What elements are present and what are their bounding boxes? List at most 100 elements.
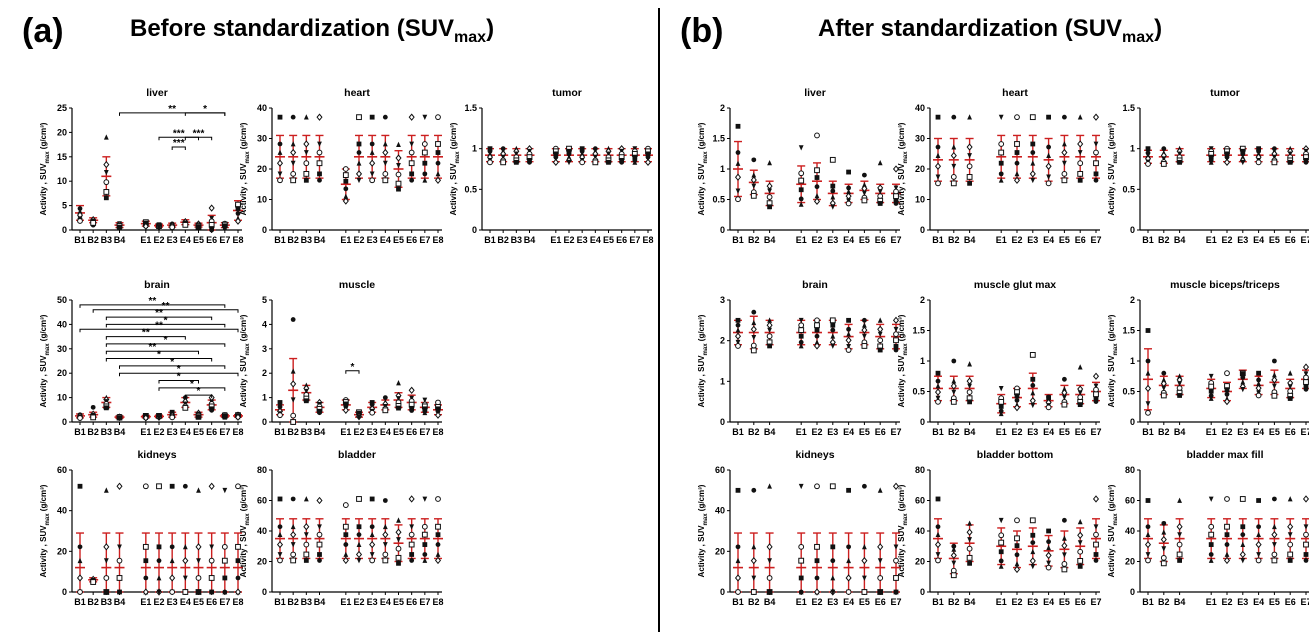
data-point-group [1253, 146, 1264, 166]
marker [1145, 557, 1151, 564]
marker [316, 149, 323, 156]
marker [998, 398, 1005, 405]
data-point-group [843, 169, 854, 207]
marker [935, 552, 941, 558]
marker [90, 220, 97, 226]
data-point-group [1174, 497, 1185, 563]
marker [814, 192, 820, 199]
x-tick-label: B2 [497, 235, 509, 245]
x-tick-label: B3 [511, 235, 523, 245]
marker [861, 589, 868, 595]
x-tick-label: E4 [180, 235, 191, 245]
marker [196, 558, 201, 564]
x-tick-label: B4 [764, 597, 776, 607]
x-tick-label: E2 [563, 235, 574, 245]
marker [1014, 141, 1020, 147]
marker [303, 398, 309, 404]
y-tick-label: 0.5 [912, 387, 925, 397]
subplot-title: muscle glut max [974, 279, 1056, 291]
marker [103, 405, 109, 411]
marker [156, 483, 162, 490]
marker [1303, 384, 1309, 390]
marker [1061, 170, 1068, 177]
marker [950, 180, 957, 187]
data-point-group [1091, 372, 1101, 404]
data-point-group [1285, 370, 1296, 401]
y-tick-label: 2 [262, 368, 267, 378]
significance-bracket: ** [119, 104, 226, 116]
marker [846, 317, 851, 323]
marker [751, 487, 757, 493]
marker [967, 114, 972, 120]
marker [290, 114, 296, 120]
marker [1077, 540, 1083, 546]
subplot-muscle-biceps-triceps: muscle biceps/triceps 0 0.5 1 1.5 2 Activity ,… [1107, 279, 1309, 437]
y-tick-label: 0 [1130, 417, 1135, 427]
marker [395, 545, 402, 552]
marker [1208, 523, 1215, 530]
x-tick-label: E4 [1043, 597, 1054, 607]
data-point-group [1301, 495, 1309, 563]
x-tick-label: E2 [811, 597, 822, 607]
bracket-line [184, 394, 213, 399]
marker [967, 361, 972, 367]
marker [1161, 146, 1167, 152]
x-tick-label: B2 [948, 427, 960, 437]
x-tick-label: E7 [1300, 597, 1309, 607]
marker [846, 557, 851, 564]
data-point-group [367, 114, 378, 184]
marker [182, 221, 189, 228]
marker [814, 322, 820, 329]
bracket-line [79, 328, 239, 333]
marker [1046, 560, 1051, 566]
data-point-group [796, 145, 807, 207]
marker [409, 177, 415, 183]
marker [606, 151, 611, 157]
marker [317, 171, 322, 177]
marker [222, 487, 228, 494]
marker [1287, 384, 1293, 390]
marker [1256, 531, 1261, 538]
x-tick-label: E5 [393, 427, 404, 437]
data-point-group [964, 114, 975, 186]
y-axis-label: Activity , SUVmax (g/cm³) [897, 484, 909, 577]
marker [435, 160, 441, 166]
data-point-group [1237, 145, 1248, 166]
marker [1160, 161, 1167, 167]
marker [1208, 542, 1214, 547]
x-tick-label: E6 [406, 235, 417, 245]
data-point-group [314, 113, 325, 183]
marker [1030, 532, 1036, 538]
marker [409, 171, 415, 177]
data-point-group [193, 220, 204, 230]
y-tick-label: 80 [915, 465, 925, 475]
x-tick-label: E7 [1090, 427, 1101, 437]
x-tick-label: E2 [1011, 597, 1022, 607]
marker [1093, 541, 1099, 548]
data-point-group [193, 487, 204, 595]
marker [1030, 540, 1036, 545]
marker [830, 327, 836, 333]
data-point-group [433, 114, 443, 184]
significance-bracket: *** [171, 138, 186, 151]
data-point-group [1285, 496, 1296, 563]
x-tick-label: E1 [996, 235, 1007, 245]
marker [1062, 552, 1067, 558]
x-tick-label: E7 [219, 235, 230, 245]
data-point-group [1012, 385, 1022, 412]
marker [408, 386, 415, 394]
data-point-group [1237, 369, 1248, 393]
marker [422, 409, 428, 416]
marker [1144, 384, 1152, 393]
marker [382, 141, 388, 147]
significance-bracket: * [119, 364, 239, 377]
data-point-group [140, 413, 151, 422]
y-tick-label: 1 [920, 356, 925, 366]
bracket-line [105, 316, 213, 321]
marker [830, 589, 836, 595]
data-point-group [859, 317, 870, 349]
marker [1077, 177, 1083, 183]
data-point-group [1059, 114, 1070, 184]
marker [342, 556, 349, 565]
marker [422, 160, 428, 166]
